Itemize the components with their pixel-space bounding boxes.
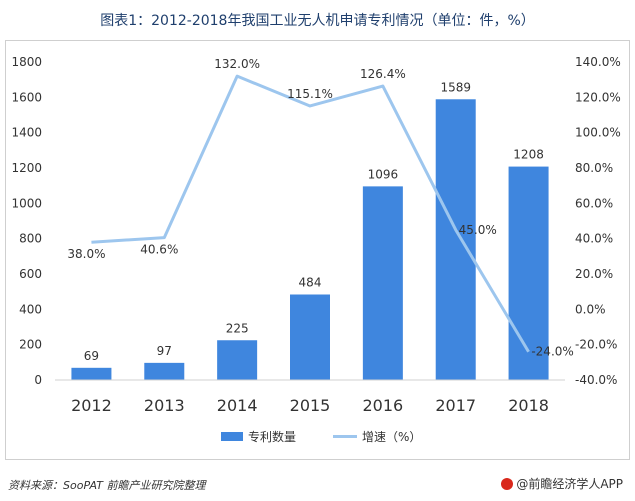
brand-logo-icon: [501, 478, 514, 490]
y-right-tick-label: 0.0%: [575, 302, 606, 316]
x-tick-label: 2013: [144, 396, 185, 415]
line-data-label: 40.6%: [140, 243, 178, 257]
bar-data-label: 225: [226, 321, 249, 335]
y-right-tick-label: -40.0%: [575, 373, 617, 387]
bar: [217, 340, 258, 380]
y-left-tick-label: 800: [19, 232, 42, 246]
line-data-label: 45.0%: [459, 223, 497, 237]
y-left-tick-label: 1200: [11, 161, 42, 175]
y-right-tick-label: 60.0%: [575, 196, 613, 210]
y-left-tick-label: 1400: [11, 126, 42, 140]
x-axis: 2012 2013 2014 2015 2016 2017 2018: [55, 379, 565, 415]
growth-line: [91, 74, 530, 353]
bar-series: 69 97 225 484 1096 1589 1208: [71, 80, 549, 380]
bar-data-label: 97: [157, 344, 172, 358]
y-left-tick-label: 1000: [11, 196, 42, 210]
y-right-tick-label: -20.0%: [575, 338, 617, 352]
bar: [362, 186, 403, 380]
y-right-tick-label: 100.0%: [575, 126, 621, 140]
brand-mark: @前瞻经济学人APP: [501, 475, 623, 492]
y-left-tick-label: 1800: [11, 55, 42, 69]
bar-data-label: 1589: [440, 80, 471, 94]
x-tick-label: 2017: [435, 396, 476, 415]
x-tick-label: 2014: [217, 396, 258, 415]
legend-swatch-bar: [221, 432, 243, 441]
bar-data-label: 484: [299, 275, 322, 289]
line-data-label: -24.0%: [531, 345, 573, 359]
bar: [508, 166, 549, 380]
legend-label: 专利数量: [248, 429, 296, 444]
bar-data-label: 1208: [513, 148, 544, 162]
legend: 专利数量 增速（%）: [221, 429, 421, 444]
bar: [144, 362, 185, 380]
right-axis: -40.0% -20.0% 0.0% 20.0% 40.0% 60.0% 80.0% 100.…: [575, 55, 621, 387]
bar: [71, 367, 112, 380]
line-data-label: 115.1%: [287, 87, 333, 101]
source-note: 资料来源：SooPAT 前瞻产业研究院整理: [8, 479, 206, 492]
y-left-tick-label: 1600: [11, 90, 42, 104]
line-data-label: 126.4%: [360, 67, 406, 81]
y-right-tick-label: 120.0%: [575, 90, 621, 104]
bar: [290, 294, 330, 380]
line-data-label: 132.0%: [214, 57, 260, 71]
line-series: 38.0% 40.6% 132.0% 115.1% 126.4% 45.0% -24.0%: [67, 57, 573, 359]
bar: [435, 99, 476, 380]
x-tick-label: 2016: [362, 396, 403, 415]
y-left-tick-label: 0: [34, 373, 42, 387]
chart-frame: [5, 40, 630, 460]
x-tick-label: 2012: [71, 396, 112, 415]
y-left-tick-label: 600: [19, 267, 42, 281]
bar-data-label: 69: [84, 349, 99, 363]
y-right-tick-label: 40.0%: [575, 232, 613, 246]
legend-label: 增速（%）: [362, 430, 421, 444]
chart-title: 图表1：2012-2018年我国工业无人机申请专利情况（单位：件，%）: [100, 13, 535, 29]
x-tick-label: 2018: [508, 396, 549, 415]
y-right-tick-label: 20.0%: [575, 267, 613, 281]
bar-data-label: 1096: [368, 167, 399, 181]
line-data-label: 38.0%: [67, 247, 105, 261]
brand-text: @前瞻经济学人APP: [516, 477, 623, 491]
left-axis: 0 200 400 600 800 1000 1200 1400 1600 1800: [11, 55, 42, 387]
y-left-tick-label: 200: [19, 338, 42, 352]
x-tick-label: 2015: [290, 396, 331, 415]
y-left-tick-label: 400: [19, 302, 42, 316]
y-right-tick-label: 80.0%: [575, 161, 613, 175]
y-right-tick-label: 140.0%: [575, 55, 621, 69]
